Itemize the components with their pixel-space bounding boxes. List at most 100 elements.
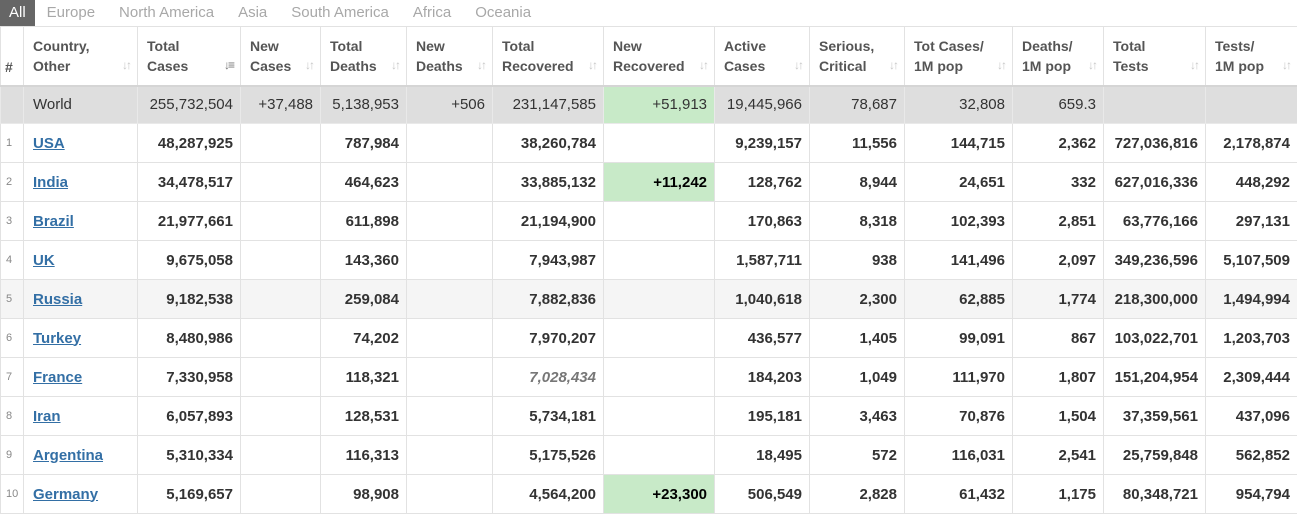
cell-total-deaths: 98,908 [321, 475, 407, 514]
cell-country: World [24, 86, 138, 124]
column-label-line2: Recovered [613, 56, 710, 76]
cell-total-deaths: 128,531 [321, 397, 407, 436]
column-label-line1: Country, [33, 36, 133, 56]
cell-new-deaths [407, 241, 493, 280]
column-label-line1: New [250, 36, 316, 56]
cell-cases-per-1m: 102,393 [905, 202, 1013, 241]
cell-active-cases: 436,577 [715, 319, 810, 358]
cell-tests-per-1m: 437,096 [1206, 397, 1297, 436]
tab-africa[interactable]: Africa [401, 0, 463, 26]
country-link[interactable]: Argentina [33, 447, 103, 464]
cell-country: Russia [24, 280, 138, 319]
sort-arrows-icon[interactable]: ↓↑ [588, 55, 596, 75]
country-link[interactable]: Germany [33, 486, 98, 503]
cell-deaths-per-1m: 1,807 [1013, 358, 1104, 397]
cell-total-recovered: 5,175,526 [493, 436, 604, 475]
sort-arrows-icon[interactable]: ↓↑ [699, 55, 707, 75]
country-link[interactable]: Iran [33, 408, 61, 425]
cell-country: Turkey [24, 319, 138, 358]
column-label: # [5, 59, 13, 75]
cell-total-deaths: 143,360 [321, 241, 407, 280]
cell-total-deaths: 464,623 [321, 163, 407, 202]
cell-new-cases [241, 124, 321, 163]
cell-new-recovered [604, 397, 715, 436]
cell-country: India [24, 163, 138, 202]
column-header-country[interactable]: Country,Other↓↑ [24, 27, 138, 86]
column-header-deaths-per-1m[interactable]: Deaths/1M pop↓↑ [1013, 27, 1104, 86]
cell-new-cases [241, 358, 321, 397]
cell-total-tests: 349,236,596 [1104, 241, 1206, 280]
country-link[interactable]: Russia [33, 291, 82, 308]
cell-total-recovered: 21,194,900 [493, 202, 604, 241]
country-link[interactable]: USA [33, 135, 65, 152]
column-label-line1: Active [724, 36, 805, 56]
sort-arrows-icon[interactable]: ↓↑ [1088, 55, 1096, 75]
cell-new-recovered [604, 202, 715, 241]
tab-all[interactable]: All [0, 0, 35, 26]
cell-serious: 1,049 [810, 358, 905, 397]
cell-serious: 78,687 [810, 86, 905, 124]
cell-serious: 938 [810, 241, 905, 280]
cell-tests-per-1m [1206, 86, 1297, 124]
column-header-serious[interactable]: Serious,Critical↓↑ [810, 27, 905, 86]
sort-arrows-icon[interactable]: ↓↑ [889, 55, 897, 75]
country-link[interactable]: UK [33, 252, 55, 269]
column-header-tests-per-1m[interactable]: Tests/1M pop↓↑ [1206, 27, 1297, 86]
country-link[interactable]: India [33, 174, 68, 191]
cell-new-recovered: +23,300 [604, 475, 715, 514]
sort-arrows-icon[interactable]: ↓↑ [997, 55, 1005, 75]
sort-arrows-icon[interactable]: ↓↑ [794, 55, 802, 75]
cell-new-deaths [407, 202, 493, 241]
cell-country: Germany [24, 475, 138, 514]
sort-arrows-icon[interactable]: ↓≡ [224, 55, 233, 75]
tab-asia[interactable]: Asia [226, 0, 279, 26]
cell-serious: 2,828 [810, 475, 905, 514]
cell-total-deaths: 787,984 [321, 124, 407, 163]
cell-total-deaths: 5,138,953 [321, 86, 407, 124]
country-link[interactable]: Turkey [33, 330, 81, 347]
cell-total-recovered: 7,970,207 [493, 319, 604, 358]
sort-arrows-icon[interactable]: ↓↑ [391, 55, 399, 75]
cell-total-cases: 9,182,538 [138, 280, 241, 319]
column-header-cases-per-1m[interactable]: Tot Cases/1M pop↓↑ [905, 27, 1013, 86]
cell-serious: 2,300 [810, 280, 905, 319]
cell-serious: 1,405 [810, 319, 905, 358]
cell-active-cases: 19,445,966 [715, 86, 810, 124]
cell-total-tests: 103,022,701 [1104, 319, 1206, 358]
cell-active-cases: 18,495 [715, 436, 810, 475]
cell-active-cases: 184,203 [715, 358, 810, 397]
tab-oceania[interactable]: Oceania [463, 0, 543, 26]
tab-north-america[interactable]: North America [107, 0, 226, 26]
cell-active-cases: 1,040,618 [715, 280, 810, 319]
column-label-line2: Critical [819, 56, 900, 76]
sort-arrows-icon[interactable]: ↓↑ [1190, 55, 1198, 75]
country-link[interactable]: Brazil [33, 213, 74, 230]
tab-south-america[interactable]: South America [279, 0, 401, 26]
column-header-rank[interactable]: # [1, 27, 24, 86]
sort-arrows-icon[interactable]: ↓↑ [305, 55, 313, 75]
tab-europe[interactable]: Europe [35, 0, 107, 26]
sort-arrows-icon[interactable]: ↓↑ [122, 55, 130, 75]
sort-arrows-icon[interactable]: ↓↑ [477, 55, 485, 75]
cell-total-cases: 255,732,504 [138, 86, 241, 124]
sort-arrows-icon[interactable]: ↓↑ [1282, 55, 1290, 75]
cell-new-recovered [604, 436, 715, 475]
cell-tests-per-1m: 297,131 [1206, 202, 1297, 241]
country-link[interactable]: France [33, 369, 82, 386]
cell-tests-per-1m: 562,852 [1206, 436, 1297, 475]
cell-active-cases: 195,181 [715, 397, 810, 436]
cell-new-cases [241, 319, 321, 358]
cell-new-deaths [407, 319, 493, 358]
cell-rank: 4 [1, 241, 24, 280]
